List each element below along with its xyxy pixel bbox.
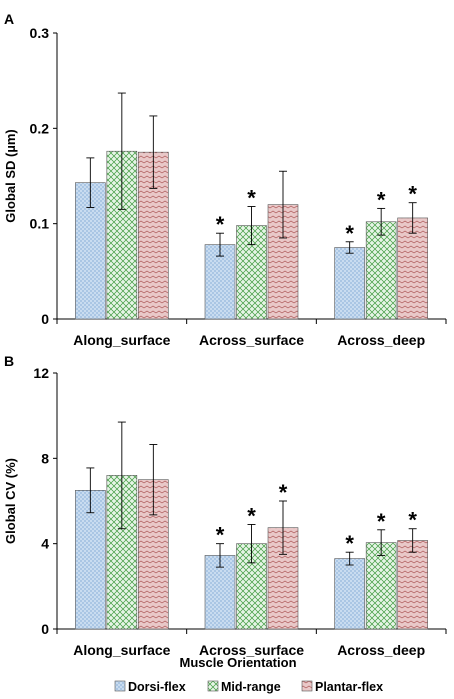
chart-panel-b: B 0 4 8 12 Global CV (%) Along_surface * * * Acros… — [3, 353, 447, 670]
bar-mid — [365, 542, 397, 630]
y-tick-label: 8 — [41, 450, 49, 466]
bar-dorsi — [75, 490, 106, 630]
bar-plantar — [397, 217, 428, 320]
significance-marker: * — [408, 182, 417, 207]
significance-marker: * — [377, 509, 386, 534]
panel-label: B — [4, 353, 14, 369]
x-tick-label: Across_surface — [199, 332, 304, 348]
significance-marker: * — [247, 186, 256, 211]
y-tick-label: 0 — [41, 621, 49, 637]
legend-swatch-dorsi — [114, 680, 126, 692]
legend-label-dorsi: Dorsi-flex — [128, 680, 186, 694]
x-tick-label: Across_deep — [337, 642, 425, 658]
y-tick-label: 0.3 — [30, 25, 50, 41]
bar-mid — [365, 221, 397, 320]
bar-plantar — [138, 151, 169, 320]
bar-dorsi — [334, 247, 365, 320]
x-tick-label: Across_surface — [199, 642, 304, 658]
chart-panel-a: A 0 0.1 0.2 0.3 Global SD (µm) Along_surface * *… — [3, 11, 447, 348]
bar-plantar — [397, 540, 428, 630]
significance-marker: * — [345, 531, 354, 556]
significance-marker: * — [377, 187, 386, 212]
y-tick-label: 0 — [41, 311, 49, 327]
x-tick-label: Across_deep — [337, 332, 425, 348]
legend-label-plantar: Plantar-flex — [315, 680, 383, 694]
legend-label-mid: Mid-range — [221, 680, 281, 694]
significance-marker: * — [279, 480, 288, 505]
x-tick-label: Along_surface — [73, 642, 170, 658]
x-tick-label: Along_surface — [73, 332, 170, 348]
y-tick-label: 0.2 — [30, 120, 50, 136]
significance-marker: * — [247, 503, 256, 528]
bar-dorsi — [334, 558, 365, 630]
legend-swatch-plantar — [301, 680, 313, 692]
legend: Dorsi-flex Mid-range Plantar-flex — [114, 680, 383, 694]
bar-dorsi — [204, 244, 236, 320]
significance-marker: * — [216, 212, 225, 237]
legend-swatch-mid — [207, 680, 219, 692]
y-tick-label: 0.1 — [30, 216, 50, 232]
x-axis-label: Muscle Orientation — [179, 655, 296, 670]
chart-panels: A 0 0.1 0.2 0.3 Global SD (µm) Along_surface * *… — [3, 11, 447, 670]
significance-marker: * — [345, 221, 354, 246]
y-axis-label: Global SD (µm) — [3, 129, 18, 222]
y-tick-label: 12 — [33, 365, 49, 381]
significance-marker: * — [216, 523, 225, 548]
significance-marker: * — [408, 508, 417, 533]
y-tick-label: 4 — [41, 536, 49, 552]
panel-label: A — [4, 11, 14, 27]
y-axis-label: Global CV (%) — [3, 458, 18, 544]
